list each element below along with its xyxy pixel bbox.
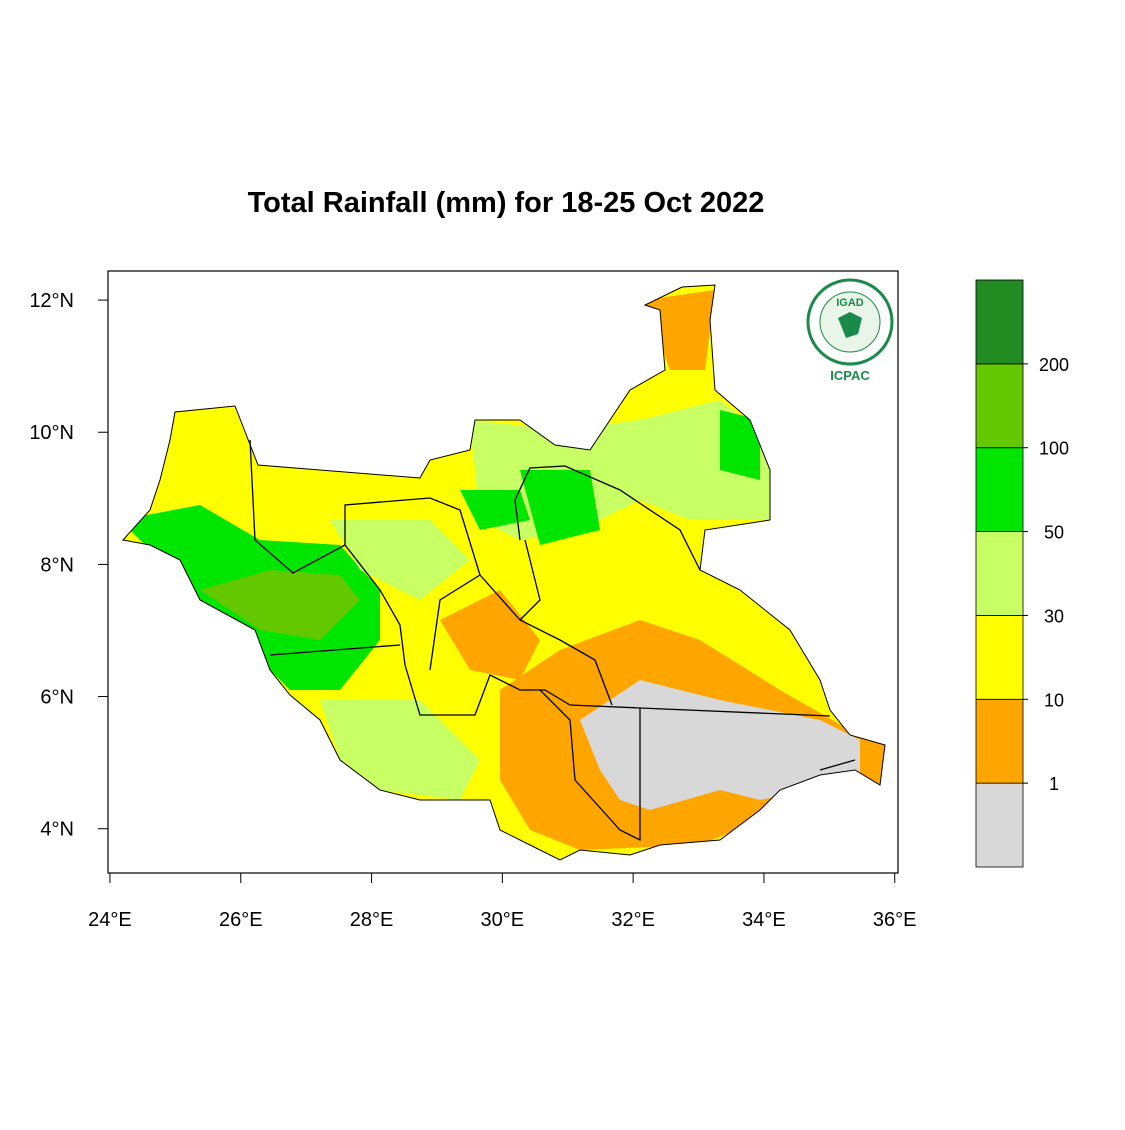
y-tick-label: 12°N [29, 290, 74, 312]
legend-label: 50 [1044, 523, 1064, 543]
field-orange [645, 290, 715, 370]
map-title: Total Rainfall (mm) for 18-25 Oct 2022 [248, 187, 765, 219]
field-green [460, 490, 530, 530]
x-tick-label: 32°E [611, 909, 655, 931]
field-green [520, 470, 600, 545]
field-green [720, 410, 760, 480]
field-gray [580, 680, 860, 810]
x-tick-label: 28°E [350, 909, 394, 931]
y-tick-label: 6°N [40, 687, 74, 709]
state-borders [249, 439, 856, 842]
legend-swatch [975, 279, 1024, 365]
legend-swatch [975, 363, 1024, 449]
field-orange [440, 590, 540, 680]
legend: 1 10 30 50 100 200 [975, 279, 1069, 868]
y-tick-label: 4°N [40, 819, 74, 841]
legend-swatch [975, 782, 1024, 868]
field-lightgreen [330, 520, 470, 600]
logo-map [838, 312, 862, 338]
logo-org: ICPAC [830, 368, 870, 383]
legend-label: 10 [1044, 690, 1064, 710]
x-tick-label: 36°E [873, 909, 917, 931]
logo-name: IGAD [836, 297, 864, 309]
legend-label: 1 [1049, 774, 1059, 794]
x-tick-label: 24°E [88, 909, 132, 931]
y-tick-label: 10°N [29, 422, 74, 444]
legend-label: 30 [1044, 606, 1064, 626]
legend-swatch [975, 531, 1024, 616]
legend-swatch [975, 615, 1024, 700]
x-tick-label: 34°E [742, 909, 786, 931]
legend-swatch [975, 698, 1024, 784]
axes: 24°E 26°E 28°E 30°E 32°E 34°E 36°E 4°N 6°N 8°N 10°… [29, 290, 916, 931]
map-frame [107, 270, 899, 874]
y-tick-label: 8°N [40, 554, 74, 576]
field-olive [200, 570, 360, 640]
legend-label: 100 [1039, 439, 1069, 459]
legend-swatch [975, 447, 1024, 532]
legend-label: 200 [1039, 355, 1069, 375]
x-tick-label: 30°E [481, 909, 525, 931]
logo: IGAD ICPAC [806, 278, 894, 383]
x-tick-label: 26°E [219, 909, 263, 931]
